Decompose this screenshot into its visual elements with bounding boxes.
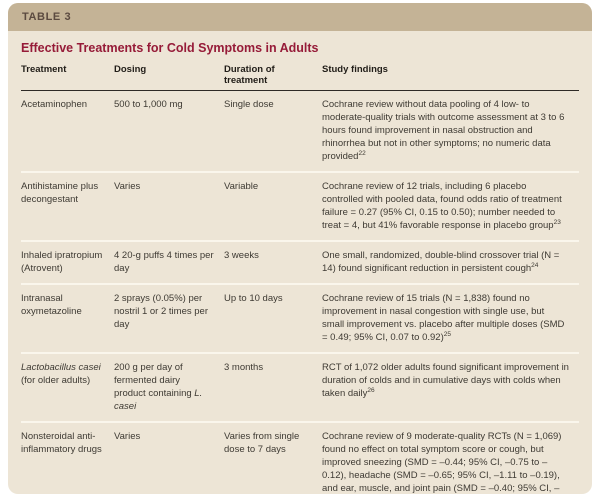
findings-text: Cochrane review without data pooling of …	[322, 99, 565, 162]
duration-text: Single dose	[224, 99, 274, 110]
duration-text: 3 weeks	[224, 250, 259, 261]
reference-superscript: 24	[531, 261, 539, 269]
treatment-text: Antihistamine plus decongestant	[21, 181, 99, 205]
findings-cell: One small, randomized, double-blind cros…	[322, 249, 579, 275]
findings-cell: Cochrane review of 15 trials (N = 1,838)…	[322, 292, 579, 344]
duration-cell: Up to 10 days	[224, 292, 322, 344]
treatment-text: Nonsteroidal anti-inflammatory drugs	[21, 431, 102, 455]
duration-cell: Single dose	[224, 98, 322, 163]
treatment-cell: Nonsteroidal anti-inflammatory drugs	[21, 430, 114, 494]
dosing-text-italic: L. casei	[114, 388, 203, 412]
table-row-ipratropium: Inhaled ipratropium (Atrovent) 4 20-g pu…	[21, 242, 579, 285]
duration-cell: 3 months	[224, 361, 322, 413]
findings-cell: Cochrane review without data pooling of …	[322, 98, 579, 163]
table-body: Effective Treatments for Cold Symptoms i…	[8, 41, 592, 494]
treatment-text: Intranasal oxymetazoline	[21, 293, 82, 317]
table-row-antihistamine-decongestant: Antihistamine plus decongestant Varies V…	[21, 173, 579, 242]
column-header-duration: Duration of treatment	[224, 64, 275, 86]
dosing-text: 4 20-g puffs 4 times per day	[114, 250, 214, 274]
duration-text: 3 months	[224, 362, 264, 373]
reference-superscript: 23	[553, 218, 561, 226]
treatment-text: (for older adults)	[21, 375, 91, 386]
findings-text: Cochrane review of 12 trials, including …	[322, 181, 562, 231]
column-header-findings: Study findings	[322, 64, 388, 75]
treatment-text-italic: Lactobacillus casei	[21, 362, 101, 373]
duration-text: Variable	[224, 181, 259, 192]
table-row-lactobacillus-casei: Lactobacillus casei (for older adults) 2…	[21, 354, 579, 423]
dosing-text: Varies	[114, 181, 141, 192]
duration-cell: 3 weeks	[224, 249, 322, 275]
findings-text: One small, randomized, double-blind cros…	[322, 250, 560, 274]
findings-cell: RCT of 1,072 older adults found signific…	[322, 361, 579, 413]
treatment-cell: Intranasal oxymetazoline	[21, 292, 114, 344]
dosing-cell: 200 g per day of fermented dairy product…	[114, 361, 224, 413]
treatment-cell: Lactobacillus casei (for older adults)	[21, 361, 114, 413]
column-header-row: Treatment Dosing Duration of treatment S…	[21, 64, 579, 91]
findings-text: RCT of 1,072 older adults found signific…	[322, 362, 569, 399]
findings-text: Cochrane review of 15 trials (N = 1,838)…	[322, 293, 565, 343]
findings-cell: Cochrane review of 9 moderate-quality RC…	[322, 430, 579, 494]
reference-superscript: 25	[443, 330, 451, 338]
dosing-cell: 2 sprays (0.05%) per nostril 1 or 2 time…	[114, 292, 224, 344]
table-row-nsaids: Nonsteroidal anti-inflammatory drugs Var…	[21, 423, 579, 494]
duration-text: Up to 10 days	[224, 293, 283, 304]
duration-text: Varies from single dose to 7 days	[224, 431, 300, 455]
reference-superscript: 22	[358, 149, 366, 157]
treatment-cell: Inhaled ipratropium (Atrovent)	[21, 249, 114, 275]
duration-cell: Varies from single dose to 7 days	[224, 430, 322, 494]
dosing-text: 200 g per day of fermented dairy product…	[114, 362, 195, 399]
dosing-text: 2 sprays (0.05%) per nostril 1 or 2 time…	[114, 293, 208, 330]
treatment-text: Inhaled ipratropium (Atrovent)	[21, 250, 103, 274]
table-label-band: TABLE 3	[8, 3, 592, 31]
table-label: TABLE 3	[22, 11, 72, 23]
duration-cell: Variable	[224, 180, 322, 232]
findings-cell: Cochrane review of 12 trials, including …	[322, 180, 579, 232]
column-header-treatment: Treatment	[21, 64, 67, 75]
treatment-cell: Antihistamine plus decongestant	[21, 180, 114, 232]
table-title: Effective Treatments for Cold Symptoms i…	[21, 41, 319, 55]
treatment-text: Acetaminophen	[21, 99, 88, 110]
reference-superscript: 26	[367, 386, 375, 394]
findings-text: Cochrane review of 9 moderate-quality RC…	[322, 431, 562, 494]
dosing-cell: 4 20-g puffs 4 times per day	[114, 249, 224, 275]
dosing-cell: Varies	[114, 180, 224, 232]
table-card: TABLE 3 Effective Treatments for Cold Sy…	[8, 3, 592, 494]
dosing-cell: Varies	[114, 430, 224, 494]
column-header-dosing: Dosing	[114, 64, 147, 75]
dosing-text: Varies	[114, 431, 141, 442]
table-row-acetaminophen: Acetaminophen 500 to 1,000 mg Single dos…	[21, 91, 579, 173]
dosing-text: 500 to 1,000 mg	[114, 99, 183, 110]
table-row-oxymetazoline: Intranasal oxymetazoline 2 sprays (0.05%…	[21, 285, 579, 354]
treatment-cell: Acetaminophen	[21, 98, 114, 163]
dosing-cell: 500 to 1,000 mg	[114, 98, 224, 163]
